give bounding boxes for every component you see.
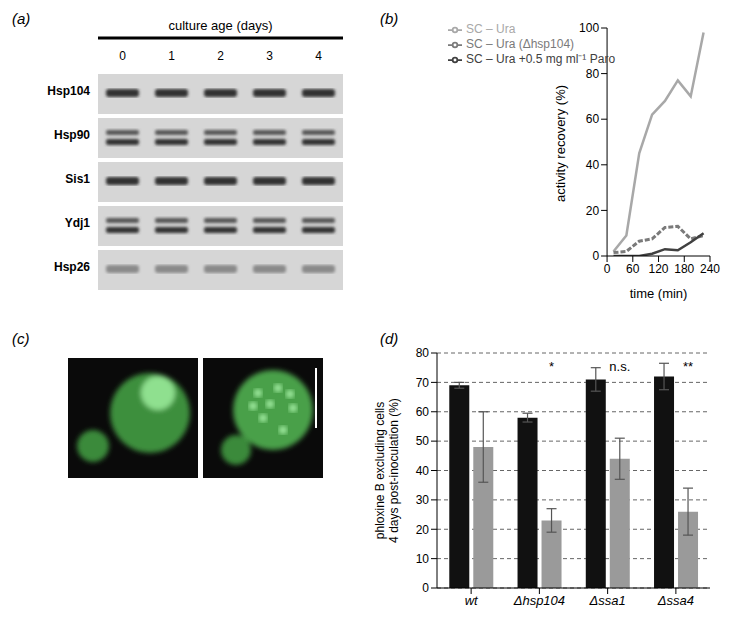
html-text:(b): (b) xyxy=(380,10,399,27)
svg-text:40: 40 xyxy=(416,464,430,478)
svg-text:Hsp26: Hsp26 xyxy=(54,260,90,274)
svg-text:n.s.: n.s. xyxy=(609,359,630,374)
html-text:(d): (d) xyxy=(380,330,399,347)
svg-text:0: 0 xyxy=(119,49,126,63)
svg-text:Δssa1: Δssa1 xyxy=(589,593,626,608)
svg-text:Hsp90: Hsp90 xyxy=(54,128,90,142)
svg-text:60: 60 xyxy=(586,112,600,126)
svg-text:time (min): time (min) xyxy=(630,286,688,301)
html-text:(c): (c) xyxy=(12,330,30,347)
html-text:SC – Ura +0.5 mg ml⁻¹ Paro: SC – Ura +0.5 mg ml⁻¹ Paro xyxy=(466,52,616,66)
svg-text:80: 80 xyxy=(586,67,600,81)
svg-text:culture age (days): culture age (days) xyxy=(168,18,272,33)
html-text:SC – Ura (Δhsp104): SC – Ura (Δhsp104) xyxy=(466,37,575,51)
svg-text:1: 1 xyxy=(168,49,175,63)
svg-text:60: 60 xyxy=(416,405,430,419)
svg-text:240: 240 xyxy=(700,262,720,276)
svg-text:2: 2 xyxy=(217,49,224,63)
svg-text:40: 40 xyxy=(586,158,600,172)
svg-text:4: 4 xyxy=(315,49,322,63)
svg-text:0: 0 xyxy=(604,262,611,276)
svg-text:180: 180 xyxy=(674,262,694,276)
svg-text:phloxine B excluding cells4 da: phloxine B excluding cells4 days post-in… xyxy=(373,398,401,543)
svg-text:20: 20 xyxy=(586,204,600,218)
svg-text:30: 30 xyxy=(416,493,430,507)
svg-text:Hsp104: Hsp104 xyxy=(47,84,90,98)
svg-text:Ydj1: Ydj1 xyxy=(65,216,91,230)
svg-text:0: 0 xyxy=(592,249,599,263)
svg-text:80: 80 xyxy=(416,346,430,360)
svg-text:0: 0 xyxy=(422,581,429,595)
svg-text:Sis1: Sis1 xyxy=(65,172,90,186)
svg-text:120: 120 xyxy=(649,262,669,276)
svg-text:10: 10 xyxy=(416,552,430,566)
html-text:SC – Ura: SC – Ura xyxy=(466,22,516,36)
svg-text:100: 100 xyxy=(579,21,599,35)
svg-text:50: 50 xyxy=(416,434,430,448)
svg-text:activity recovery (%): activity recovery (%) xyxy=(553,85,568,202)
svg-text:70: 70 xyxy=(416,376,430,390)
svg-text:*: * xyxy=(549,359,554,374)
svg-text:Δssa4: Δssa4 xyxy=(657,593,694,608)
svg-text:**: ** xyxy=(683,359,693,374)
svg-text:wt: wt xyxy=(465,593,479,608)
html-text:(a): (a) xyxy=(12,10,31,27)
svg-text:3: 3 xyxy=(266,49,273,63)
svg-text:Δhsp104: Δhsp104 xyxy=(513,593,565,608)
svg-text:20: 20 xyxy=(416,523,430,537)
svg-text:60: 60 xyxy=(626,262,640,276)
